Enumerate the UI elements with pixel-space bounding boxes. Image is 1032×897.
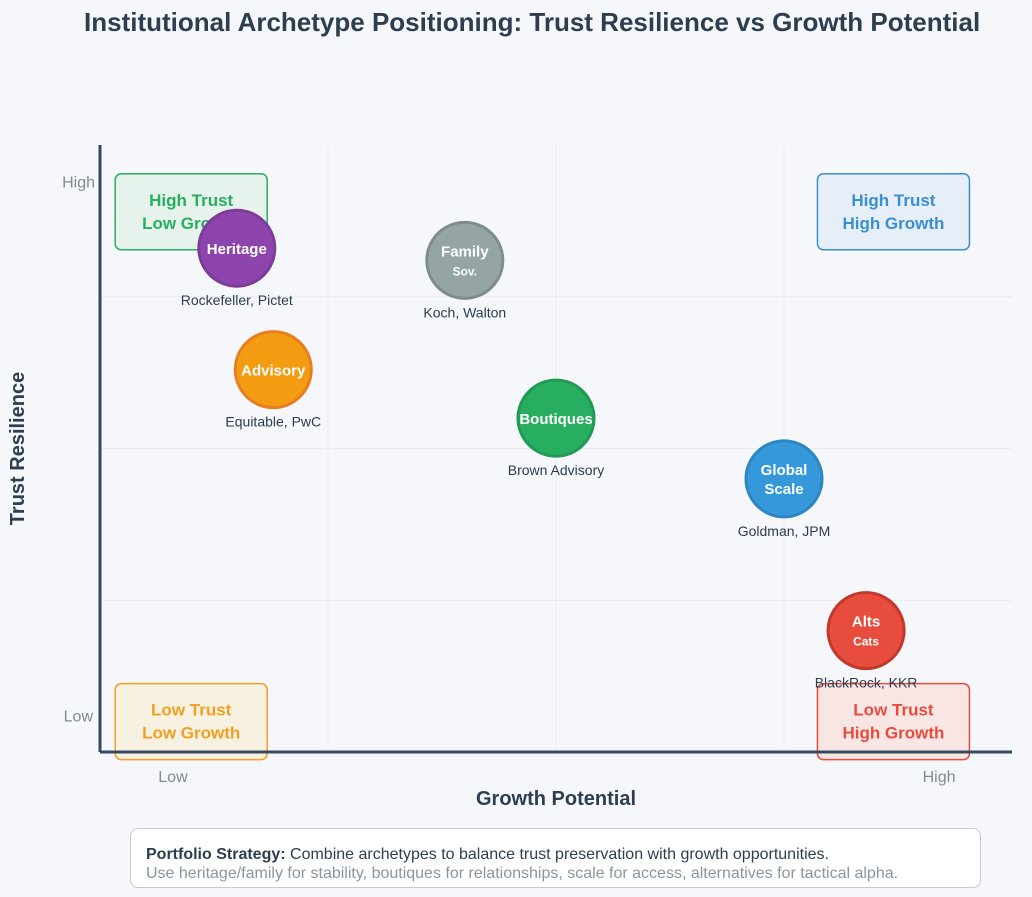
point-examples-label: BlackRock, KKR [815, 675, 918, 691]
point-circle [826, 591, 906, 671]
footer-line-2: Use heritage/family for stability, bouti… [146, 865, 899, 882]
quadrant-label: High Growth [842, 214, 944, 233]
point-circle [516, 378, 596, 458]
point-circle [233, 330, 313, 410]
data-point: Heritage Rockefeller, Pictet [181, 208, 293, 308]
point-name: Sov. [453, 264, 477, 278]
quadrant-label: High Growth [842, 724, 944, 743]
quadrant-box [114, 682, 268, 761]
point-name: Heritage [207, 241, 267, 258]
point-examples-label: Brown Advisory [508, 462, 604, 478]
quadrant-label: High Trust [851, 191, 935, 210]
portfolio-strategy-note: Portfolio Strategy: Combine archetypes t… [130, 828, 981, 888]
quadrant-box [816, 173, 971, 251]
point-examples-label: Rockefeller, Pictet [181, 292, 293, 308]
point-examples-label: Goldman, JPM [738, 523, 831, 539]
point-circle [425, 220, 505, 300]
data-point: Boutiques Brown Advisory [508, 378, 604, 478]
data-point: Family Sov. Koch, Walton [423, 220, 506, 320]
point-name: Alts [852, 614, 880, 631]
point-name: Scale [764, 481, 803, 498]
point-examples-label: Equitable, PwC [225, 414, 321, 430]
point-examples-label: Koch, Walton [423, 304, 506, 320]
point-name: Global [761, 462, 808, 479]
point-name: Cats [853, 635, 879, 649]
quadrant-label: High Trust [149, 191, 233, 210]
point-name: Advisory [241, 363, 306, 380]
point-name: Boutiques [519, 411, 592, 428]
x-tick-label-high: High [923, 769, 956, 786]
quadrant-label-box: Low Trust Low Growth [114, 682, 268, 761]
y-axis-label: Trust Resilience [7, 372, 29, 525]
footer-line-1-text: Combine archetypes to balance trust pres… [290, 846, 829, 863]
data-point: Advisory Equitable, PwC [225, 330, 321, 430]
quadrant-box [816, 682, 971, 761]
footer-heading: Portfolio Strategy: [146, 846, 286, 863]
x-tick-label-low: Low [158, 769, 188, 786]
quadrant-label: Low Trust [853, 701, 934, 720]
data-point: Global Scale Goldman, JPM [738, 439, 831, 539]
point-circle [744, 439, 824, 519]
chart-title: Institutional Archetype Positioning: Tru… [84, 7, 981, 37]
footer-line-1: Portfolio Strategy: Combine archetypes t… [146, 845, 965, 864]
point-circle [197, 208, 277, 288]
quadrant-label-box: Low Trust High Growth [816, 682, 971, 761]
x-axis-label: Growth Potential [476, 788, 636, 810]
quadrant-label: Low Trust [151, 701, 232, 720]
quadrant-label: Low Growth [142, 724, 240, 743]
quadrant-label-box: High Trust High Growth [816, 173, 971, 251]
y-tick-label-high: High [62, 174, 95, 191]
point-name: Family [441, 243, 489, 260]
data-point: Alts Cats BlackRock, KKR [815, 591, 918, 691]
point-layer: Heritage Rockefeller, Pictet Family Sov. Koc… [181, 208, 918, 691]
y-tick-label-low: Low [64, 709, 94, 726]
axis-layer: Low High High Low Growth Potential Trust Resi… [7, 145, 1012, 810]
